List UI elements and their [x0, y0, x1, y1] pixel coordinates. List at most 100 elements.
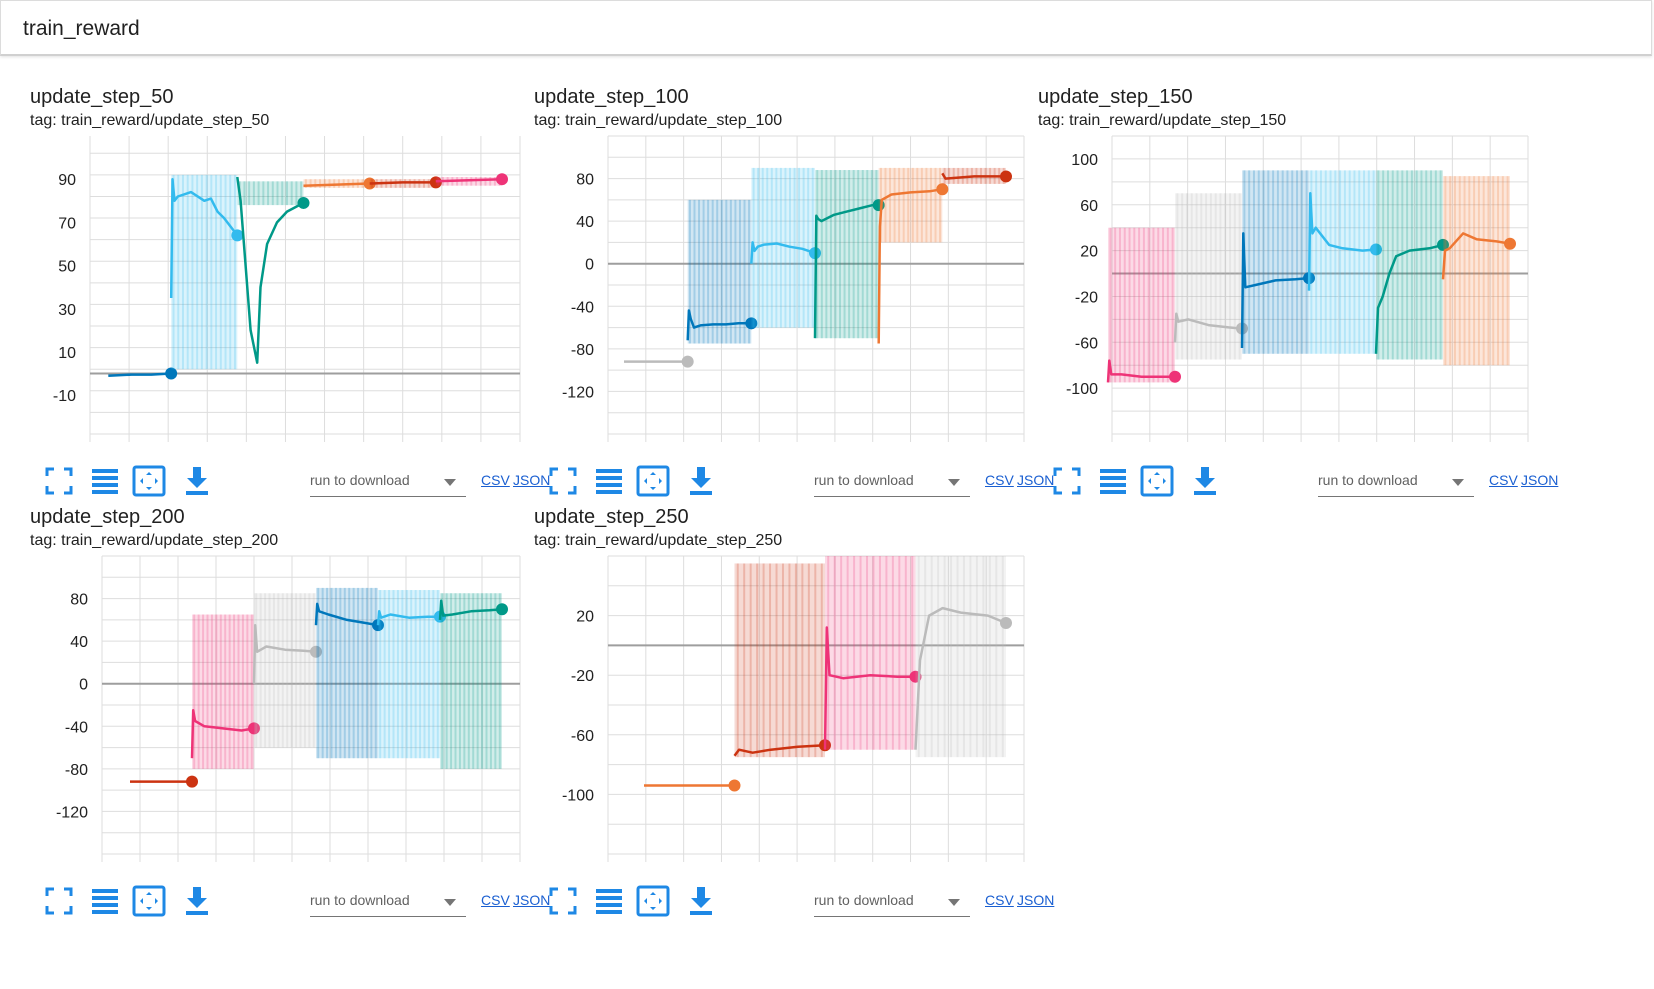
fit-domain-button[interactable]: [132, 464, 166, 498]
chart-card-update-step-250: update_step_250 tag: train_reward/update_…: [534, 506, 1054, 946]
series-4: [877, 167, 949, 344]
toggle-log-scale-button[interactable]: [592, 884, 626, 918]
y-tick-label: 0: [79, 677, 88, 694]
download-json-link[interactable]: JSON: [513, 472, 551, 488]
download-button[interactable]: [1188, 464, 1222, 498]
raw-band: [316, 587, 378, 759]
series-2: [823, 556, 922, 750]
line-chart[interactable]: 20 -20 -60 -100: [534, 554, 1034, 866]
line-chart[interactable]: 90 70 50 30 10 -10: [30, 134, 530, 446]
series-end-marker: [186, 775, 198, 788]
group-header: train_reward: [0, 0, 1652, 56]
fit-domain-button[interactable]: [132, 884, 166, 918]
fit-domain-icon: [636, 885, 670, 922]
series-line: [438, 599, 503, 620]
toggle-log-scale-button[interactable]: [592, 464, 626, 498]
series-0: [1106, 227, 1181, 383]
run-to-download-select[interactable]: run to download: [310, 470, 466, 497]
chart-toolbar: run to download CSV JSON: [534, 464, 1054, 504]
y-tick-label: 30: [58, 302, 76, 319]
series-3: [813, 170, 885, 339]
y-tick-label: 40: [70, 634, 88, 651]
series-line: [108, 372, 171, 377]
download-button[interactable]: [684, 884, 718, 918]
chart-card-update-step-150: update_step_150 tag: train_reward/update_…: [1038, 86, 1558, 526]
series-0: [624, 355, 694, 368]
toggle-log-scale-button[interactable]: [88, 884, 122, 918]
run-select-placeholder: run to download: [814, 892, 914, 908]
toggle-log-scale-button[interactable]: [1096, 464, 1130, 498]
fit-domain-button[interactable]: [636, 884, 670, 918]
run-to-download-select[interactable]: run to download: [1318, 470, 1474, 497]
line-chart[interactable]: 100 60 20 -20 -60 -100: [1038, 134, 1538, 446]
series-line: [236, 176, 305, 364]
series-end-marker: [1504, 237, 1516, 250]
y-tick-label: 70: [58, 215, 76, 232]
y-tick-label: 0: [585, 257, 594, 274]
series-0: [130, 775, 198, 788]
series-end-marker: [728, 779, 741, 792]
series-line: [190, 709, 255, 759]
download-button[interactable]: [180, 464, 214, 498]
download-json-link[interactable]: JSON: [513, 892, 551, 908]
raw-band: [1242, 170, 1309, 354]
series-end-marker: [363, 177, 376, 190]
run-select-placeholder: run to download: [814, 472, 914, 488]
download-json-link[interactable]: JSON: [1521, 472, 1559, 488]
series-end-marker: [496, 173, 508, 186]
download-button[interactable]: [180, 884, 214, 918]
download-csv-link[interactable]: CSV: [481, 892, 510, 908]
y-tick-label: 50: [58, 259, 76, 276]
fullscreen-button[interactable]: [42, 464, 76, 498]
download-csv-link[interactable]: CSV: [481, 472, 510, 488]
y-tick-label: 60: [1080, 198, 1098, 215]
series-3: [1307, 170, 1382, 354]
run-to-download-select[interactable]: run to download: [814, 890, 970, 917]
fullscreen-button[interactable]: [546, 464, 580, 498]
series-end-marker: [429, 176, 442, 189]
series-end-marker: [231, 229, 244, 242]
download-csv-link[interactable]: CSV: [985, 892, 1014, 908]
download-json-link[interactable]: JSON: [1017, 472, 1055, 488]
series-end-marker: [165, 367, 178, 380]
download-button[interactable]: [684, 464, 718, 498]
series-5: [1441, 176, 1516, 366]
series-5: [438, 593, 508, 769]
run-to-download-select[interactable]: run to download: [310, 890, 466, 917]
grid: [89, 136, 521, 442]
run-select-placeholder: run to download: [310, 892, 410, 908]
fit-domain-icon: [636, 465, 670, 502]
line-chart[interactable]: 80 40 0 -40 -80 -120: [534, 134, 1034, 446]
series-end-marker: [745, 317, 758, 330]
y-tick-label: -100: [562, 787, 594, 804]
fullscreen-button[interactable]: [546, 884, 580, 918]
fit-domain-icon: [132, 465, 166, 502]
download-csv-link[interactable]: CSV: [1489, 472, 1518, 488]
raw-band: [815, 170, 879, 339]
toggle-log-scale-button[interactable]: [88, 464, 122, 498]
series-line: [169, 177, 239, 299]
raw-band: [734, 563, 825, 758]
run-to-download-select[interactable]: run to download: [814, 470, 970, 497]
series-1: [733, 563, 831, 758]
series-line: [252, 623, 317, 684]
run-select-placeholder: run to download: [310, 472, 410, 488]
line-chart[interactable]: 80 40 0 -40 -80 -120: [30, 554, 530, 866]
fit-domain-button[interactable]: [1140, 464, 1174, 498]
series-line: [877, 187, 943, 344]
toggle-log-scale-icon: [88, 469, 122, 502]
fullscreen-button[interactable]: [1050, 464, 1084, 498]
toggle-log-scale-icon: [592, 469, 626, 502]
fit-domain-button[interactable]: [636, 464, 670, 498]
chevron-down-icon: [948, 479, 960, 486]
fit-domain-icon: [1140, 465, 1174, 502]
y-tick-label: 90: [58, 172, 76, 189]
download-csv-link[interactable]: CSV: [985, 472, 1014, 488]
y-tick-label: -20: [1075, 289, 1098, 306]
series-1: [1173, 193, 1248, 360]
fullscreen-button[interactable]: [42, 884, 76, 918]
download-json-link[interactable]: JSON: [1017, 892, 1055, 908]
series-5: [435, 173, 508, 186]
raw-band: [751, 167, 815, 328]
series-line: [303, 182, 370, 187]
